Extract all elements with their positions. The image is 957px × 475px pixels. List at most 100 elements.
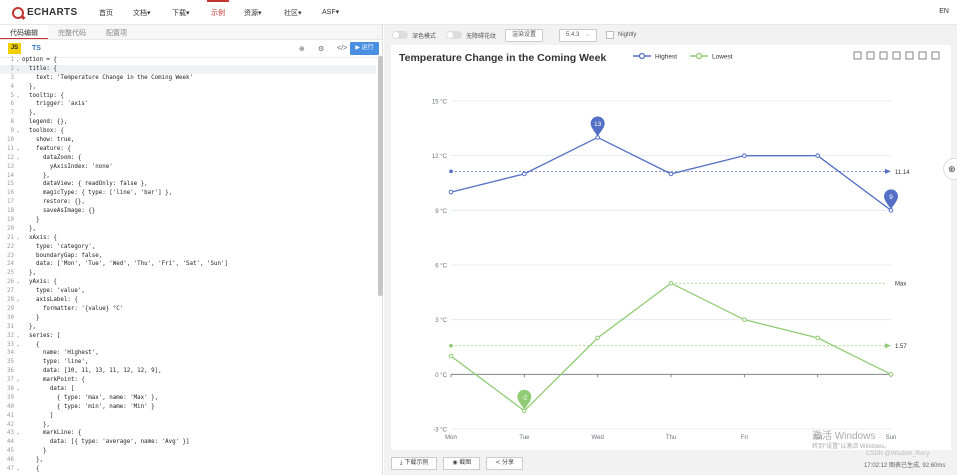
code-line[interactable]: 2 ⌄ title: {	[0, 64, 376, 74]
code-line[interactable]: 22 type: 'category',	[0, 243, 376, 252]
echarts-logo[interactable]: ECHARTS	[12, 5, 77, 20]
code-line[interactable]: 39 { type: 'max', name: 'Max' },	[0, 394, 376, 403]
dark-mode-control[interactable]: 深色模式	[392, 29, 436, 41]
fold-icon[interactable]: ⌄	[16, 92, 20, 99]
zoom-icon[interactable]	[853, 51, 862, 60]
data-view-icon[interactable]	[879, 51, 888, 60]
code-line[interactable]: 7 },	[0, 109, 376, 118]
nav-resources[interactable]: 资源▾	[244, 10, 262, 17]
code-line[interactable]: 1 ⌄ option = {	[0, 56, 376, 65]
code-line[interactable]: 30 }	[0, 314, 376, 323]
code-line[interactable]: 33 ⌄ {	[0, 341, 376, 350]
lang-js-button[interactable]: JS	[8, 43, 21, 54]
code-line[interactable]: 15 dataView: { readOnly: false },	[0, 180, 376, 189]
code-area[interactable]: 1 ⌄ option = {2 ⌄ title: {3 text: 'Temperat…	[0, 56, 376, 475]
code-line[interactable]: 42 },	[0, 421, 376, 430]
screenshot-button[interactable]: ◉ 截图	[443, 457, 481, 470]
editor-scrollbar[interactable]	[378, 56, 383, 296]
code-line[interactable]: 31 },	[0, 323, 376, 332]
code-line[interactable]: 18 saveAsImage: {}	[0, 207, 376, 216]
code-icon[interactable]: </>	[337, 45, 348, 52]
fold-icon[interactable]: ⌄	[16, 128, 20, 135]
fold-icon[interactable]: ⌄	[16, 234, 20, 241]
lang-ts-button[interactable]: TS	[32, 45, 41, 52]
code-line[interactable]: 27 type: 'value',	[0, 287, 376, 296]
nav-download[interactable]: 下载▾	[172, 10, 190, 17]
nightly-control[interactable]: Nightly	[606, 29, 636, 41]
code-line[interactable]: 4 },	[0, 83, 376, 92]
zoom-reset-icon[interactable]	[866, 51, 875, 60]
fold-icon[interactable]: ⌄	[16, 65, 20, 72]
code-line[interactable]: 32 ⌄ series: [	[0, 332, 376, 341]
fold-icon[interactable]: ⌄	[16, 297, 20, 304]
code-line[interactable]: 21 ⌄ xAxis: {	[0, 234, 376, 243]
tab-options[interactable]: 配置项	[106, 30, 127, 37]
code-line[interactable]: 36 data: [10, 11, 13, 11, 12, 12, 9],	[0, 367, 376, 376]
code-line[interactable]: 45 }	[0, 447, 376, 456]
code-line[interactable]: 26 ⌄ yAxis: {	[0, 278, 376, 287]
bar-type-icon[interactable]	[905, 51, 914, 60]
code-line[interactable]: 46 },	[0, 456, 376, 465]
code-line[interactable]: 16 magicType: { type: ['line', 'bar'] },	[0, 189, 376, 198]
code-line[interactable]: 10 show: true,	[0, 136, 376, 145]
code-line[interactable]: 3 text: 'Temperature Change in the Comin…	[0, 74, 376, 83]
code-line[interactable]: 19 }	[0, 216, 376, 225]
fold-icon[interactable]: ⌄	[16, 279, 20, 286]
code-line[interactable]: 28 ⌄ axisLabel: {	[0, 296, 376, 305]
code-line[interactable]: 44 data: [{ type: 'average', name: 'Avg'…	[0, 438, 376, 447]
nav-asf[interactable]: ASF▾	[322, 9, 340, 16]
code-line[interactable]: 20 },	[0, 225, 376, 234]
nav-examples[interactable]: 示例	[207, 0, 229, 17]
fold-icon[interactable]: ⌄	[16, 465, 20, 472]
code-line[interactable]: 12 ⌄ dataZoom: {	[0, 154, 376, 163]
checkbox-icon[interactable]	[606, 31, 614, 39]
code-line[interactable]: 5 ⌄ tooltip: {	[0, 92, 376, 101]
side-float-button[interactable]: ⊛	[943, 158, 957, 180]
code-line[interactable]: 38 ⌄ data: [	[0, 385, 376, 394]
restore-icon[interactable]	[918, 51, 927, 60]
save-image-icon[interactable]	[931, 51, 940, 60]
fold-icon[interactable]: ⌄	[16, 385, 20, 392]
code-line[interactable]: 9 ⌄ toolbox: {	[0, 127, 376, 136]
barrier-free-control[interactable]: 无障碍花纹	[446, 29, 496, 41]
code-line[interactable]: 25 },	[0, 269, 376, 278]
settings-icon[interactable]: ⚙	[318, 46, 325, 53]
tab-full-code[interactable]: 完整代码	[58, 30, 86, 37]
dark-mode-toggle[interactable]	[392, 31, 408, 39]
code-line[interactable]: 13 yAxisIndex: 'none'	[0, 163, 376, 172]
fold-icon[interactable]: ⌄	[16, 332, 20, 339]
tab-code-edit[interactable]: 代码编辑	[0, 25, 48, 39]
line-type-icon[interactable]	[892, 51, 901, 60]
code-line[interactable]: 29 formatter: '{value} °C'	[0, 305, 376, 314]
render-settings-control[interactable]: 渲染设置	[505, 28, 544, 42]
code-line[interactable]: 34 name: 'Highest',	[0, 349, 376, 358]
fold-icon[interactable]: ⌄	[16, 145, 20, 152]
version-control[interactable]: 5.4.3 ⌄	[559, 28, 597, 42]
fold-icon[interactable]: ⌄	[16, 341, 20, 348]
nav-docs[interactable]: 文档▾	[133, 10, 151, 17]
code-line[interactable]: 11 ⌄ feature: {	[0, 145, 376, 154]
code-line[interactable]: 6 trigger: 'axis'	[0, 100, 376, 109]
format-icon[interactable]: ⊕	[299, 46, 305, 53]
code-line[interactable]: 47 ⌄ {	[0, 465, 376, 474]
code-line[interactable]: 37 ⌄ markPoint: {	[0, 376, 376, 385]
code-line[interactable]: 8 legend: {},	[0, 118, 376, 127]
run-button[interactable]: ▶ 运行	[350, 42, 379, 55]
code-line[interactable]: 35 type: 'line',	[0, 358, 376, 367]
fold-icon[interactable]: ⌄	[16, 430, 20, 437]
fold-icon[interactable]: ⌄	[16, 57, 20, 63]
code-line[interactable]: 41 ]	[0, 412, 376, 421]
fold-icon[interactable]: ⌄	[16, 377, 20, 384]
code-line[interactable]: 24 data: ['Mon', 'Tue', 'Wed', 'Thu', 'F…	[0, 260, 376, 269]
share-button[interactable]: ≺ 分享	[486, 457, 523, 470]
download-example-button[interactable]: ⤓ 下载示例	[391, 457, 438, 470]
render-settings-button[interactable]: 渲染设置	[505, 28, 544, 42]
code-line[interactable]: 14 },	[0, 172, 376, 181]
fold-icon[interactable]: ⌄	[16, 154, 20, 161]
version-select[interactable]: 5.4.3 ⌄	[559, 28, 597, 42]
nav-home[interactable]: 首页	[99, 10, 113, 17]
nav-community[interactable]: 社区▾	[284, 10, 302, 17]
language-switch[interactable]: EN	[939, 8, 949, 15]
code-line[interactable]: 40 { type: 'min', name: 'Min' }	[0, 403, 376, 412]
code-line[interactable]: 23 boundaryGap: false,	[0, 252, 376, 261]
